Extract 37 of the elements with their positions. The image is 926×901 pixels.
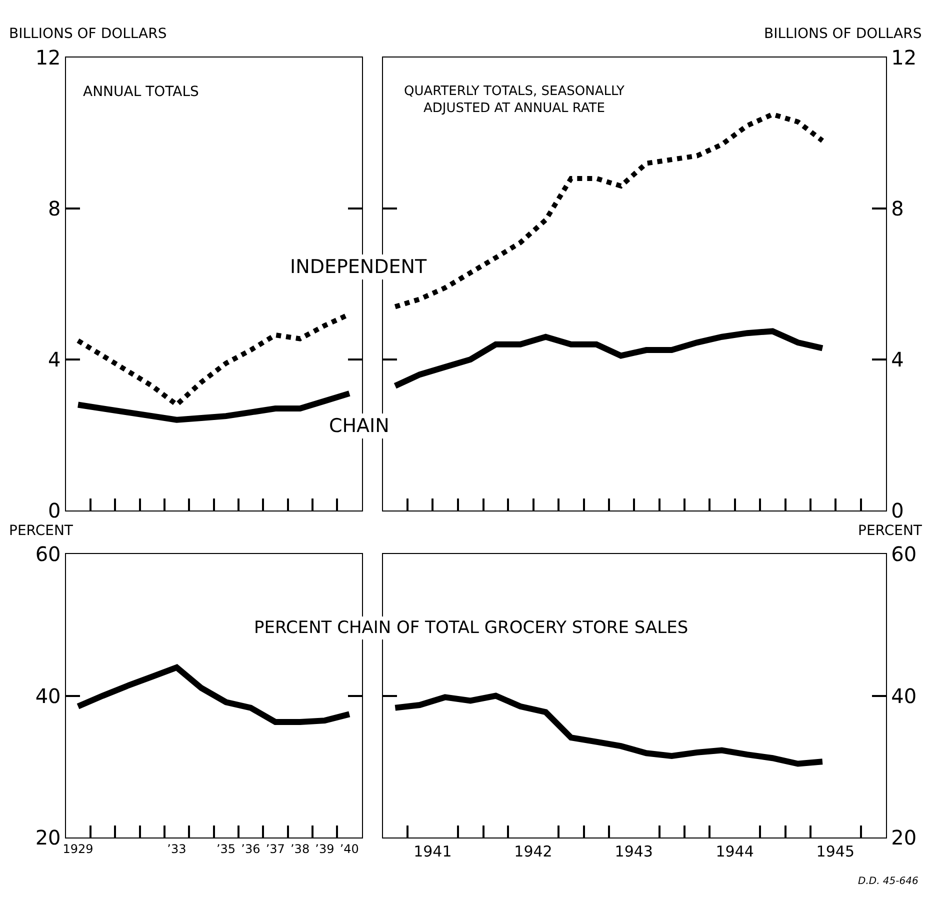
x-tick-label: ’37 (266, 842, 285, 856)
x-tick-label: ’33 (167, 842, 186, 856)
y-axis-title: BILLIONS OF DOLLARS (764, 26, 922, 42)
y-tick-label: 40 (891, 684, 917, 708)
x-tick-label: ’36 (241, 842, 260, 856)
y-tick-label: 8 (891, 196, 904, 221)
series-label: CHAIN (329, 415, 390, 437)
x-tick-label: ’40 (340, 842, 359, 856)
x-tick-label: ’39 (315, 842, 334, 856)
y-tick-label: 4 (891, 347, 904, 372)
y-tick-label: 0 (48, 498, 61, 522)
x-tick-label: 1942 (514, 842, 552, 860)
x-tick-label: 1945 (816, 842, 854, 860)
y-axis-title: PERCENT (9, 523, 74, 539)
text: INDEPENDENT (290, 256, 427, 278)
y-tick-label: 12 (891, 46, 917, 70)
y-tick-label: 8 (48, 196, 61, 221)
y-tick-label: 0 (891, 498, 904, 522)
text: D.D. 45-646 (858, 876, 918, 887)
y-tick-label: 60 (891, 542, 917, 566)
x-tick-label: ’38 (290, 842, 310, 856)
y-tick-label: 20 (35, 825, 61, 850)
y-tick-label: 4 (48, 347, 61, 372)
x-tick-label: 1943 (614, 842, 653, 860)
annotation: QUARTERLY TOTALS, SEASONALLY ADJUSTED AT ANNUAL RATE (404, 84, 624, 116)
y-axis-title: BILLIONS OF DOLLARS (9, 26, 167, 42)
y-tick-label: 40 (35, 684, 61, 708)
y-tick-label: 12 (35, 46, 61, 70)
y-axis-title: PERCENT (858, 523, 922, 539)
annotation: PERCENT CHAIN OF TOTAL GROCERY STORE SALES (254, 618, 688, 638)
y-tick-label: 60 (35, 542, 61, 566)
x-tick-label: 1929 (62, 842, 94, 856)
x-tick-label: 1944 (716, 842, 754, 860)
x-tick-label: 1941 (414, 842, 452, 860)
x-tick-label: ’35 (216, 842, 236, 856)
annotation: ANNUAL TOTALS (83, 84, 200, 100)
y-tick-label: 20 (891, 825, 917, 850)
